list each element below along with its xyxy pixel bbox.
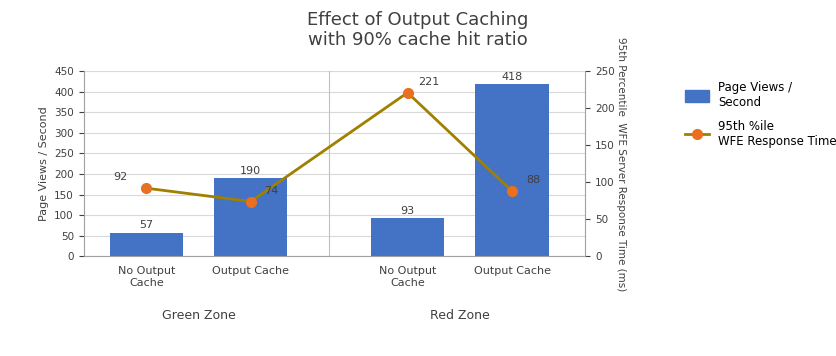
Text: Red Zone: Red Zone <box>430 309 490 322</box>
Text: 418: 418 <box>502 72 522 82</box>
Text: 221: 221 <box>418 77 439 87</box>
Text: 57: 57 <box>140 220 153 230</box>
Bar <box>110 233 183 256</box>
Text: 93: 93 <box>400 206 415 216</box>
Text: Effect of Output Caching
with 90% cache hit ratio: Effect of Output Caching with 90% cache … <box>308 11 528 49</box>
Y-axis label: Page Views / Second: Page Views / Second <box>38 106 48 221</box>
Text: 88: 88 <box>526 175 540 185</box>
Y-axis label: 95th Percentile  WFE Server Response Time (ms): 95th Percentile WFE Server Response Time… <box>616 37 626 291</box>
Text: Green Zone: Green Zone <box>161 309 236 322</box>
Legend: Page Views /
Second, 95th %ile
WFE Response Time: Page Views / Second, 95th %ile WFE Respo… <box>681 77 836 152</box>
Bar <box>371 218 444 256</box>
Bar <box>476 84 548 256</box>
Text: 74: 74 <box>264 185 279 195</box>
Text: 92: 92 <box>113 172 127 182</box>
Text: 190: 190 <box>240 166 262 176</box>
Bar <box>214 178 288 256</box>
